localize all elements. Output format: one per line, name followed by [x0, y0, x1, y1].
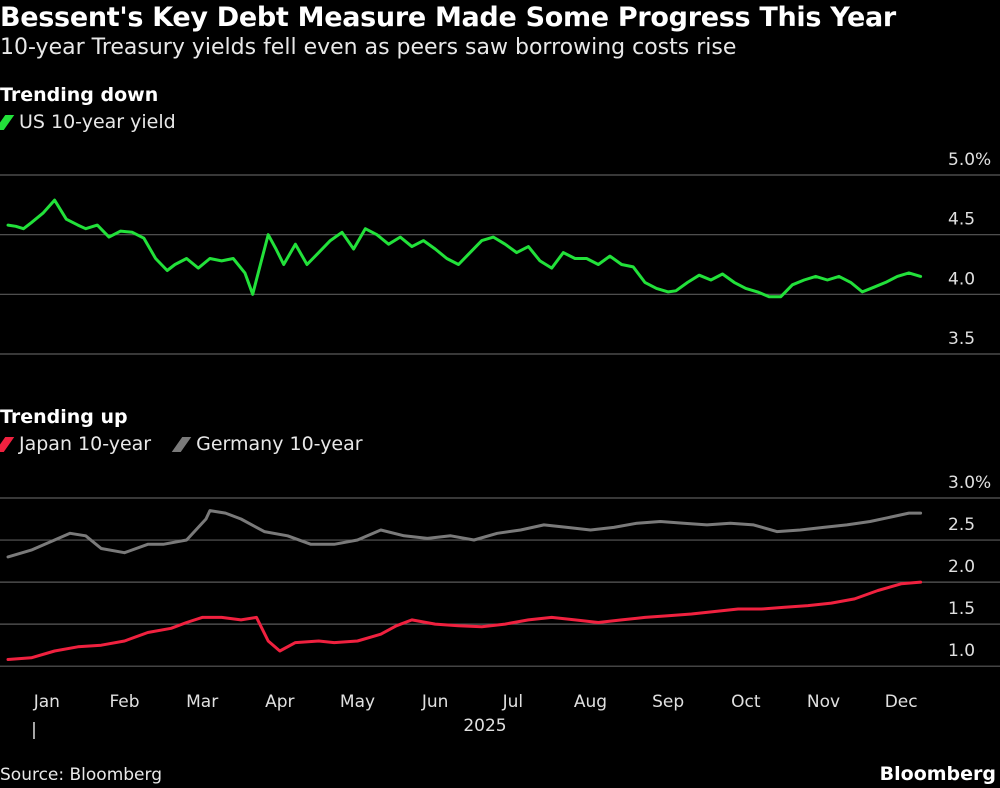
x-tick-label-jul: Jul: [502, 692, 524, 712]
x-axis-year-tick: |: [31, 720, 37, 740]
series-line-us-10-year-yield: [6, 198, 923, 299]
y-tick-label-p2-1: 1.5: [948, 599, 975, 619]
x-tick-label-jun: Jun: [421, 692, 449, 712]
chart-title: Bessent's Key Debt Measure Made Some Pro…: [0, 2, 896, 33]
x-tick-label-aug: Aug: [574, 692, 607, 712]
y-tick-label-p2-2: 2.0: [948, 557, 975, 577]
bottom-legend: Japan 10-year Germany 10-year: [0, 433, 389, 455]
series-line-germany-10-year: [6, 509, 923, 559]
legend-label-germany: Germany 10-year: [196, 433, 363, 455]
legend-item-us-10-year: US 10-year yield: [0, 111, 176, 133]
y-tick-label-p1-0: 3.5: [948, 329, 975, 349]
y-tick-label-p1-2: 4.5: [948, 210, 975, 230]
top-panel-title: Trending down: [0, 84, 159, 106]
bloomberg-logo: Bloomberg: [879, 763, 996, 785]
legend-item-japan-10-year: Japan 10-year: [0, 433, 151, 455]
y-tick-label-p2-3: 2.5: [948, 515, 975, 535]
x-tick-label-nov: Nov: [807, 692, 840, 712]
y-tick-label-p2-4: 3.0%: [948, 473, 991, 493]
x-tick-label-jan: Jan: [33, 692, 60, 712]
x-tick-label-oct: Oct: [731, 692, 761, 712]
y-tick-label-p1-3: 5.0%: [948, 150, 991, 170]
x-tick-label-feb: Feb: [109, 692, 139, 712]
y-tick-label-p1-1: 4.0: [948, 269, 975, 289]
legend-item-germany-10-year: Germany 10-year: [171, 433, 363, 455]
x-axis-year-label: 2025: [463, 716, 506, 736]
legend-label-us: US 10-year yield: [19, 111, 176, 133]
x-tick-label-apr: Apr: [265, 692, 294, 712]
x-tick-label-sep: Sep: [652, 692, 684, 712]
y-tick-label-p2-0: 1.0: [948, 641, 975, 661]
x-tick-label-dec: Dec: [885, 692, 918, 712]
series-line-japan-10-year: [6, 580, 923, 661]
bottom-panel-title: Trending up: [0, 406, 128, 428]
x-tick-label-mar: Mar: [186, 692, 218, 712]
chart-subtitle: 10-year Treasury yields fell even as pee…: [0, 35, 737, 60]
legend-label-japan: Japan 10-year: [19, 433, 152, 455]
top-legend: US 10-year yield: [0, 111, 202, 133]
x-tick-label-may: May: [340, 692, 375, 712]
source-note: Source: Bloomberg: [0, 765, 162, 785]
